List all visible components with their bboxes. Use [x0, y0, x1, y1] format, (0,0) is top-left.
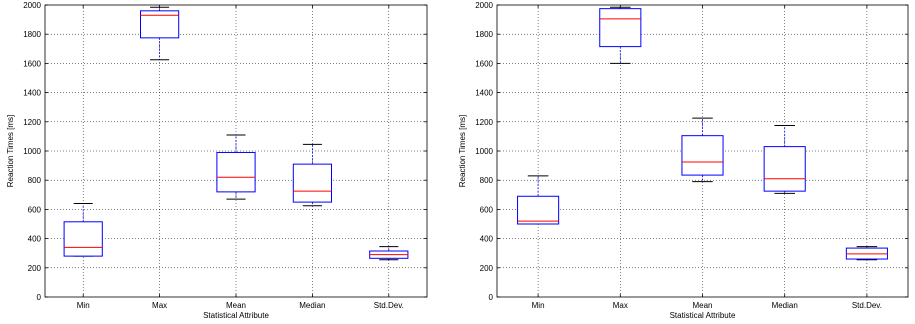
box-min — [63, 203, 103, 257]
box-body — [681, 135, 724, 176]
box-median — [763, 124, 806, 194]
y-tick-label: 400 — [28, 235, 42, 244]
x-tick-label: Max — [152, 301, 167, 310]
y-tick-label: 0 — [489, 293, 494, 302]
y-tick-label: 1000 — [475, 147, 493, 156]
y-tick-label: 1000 — [23, 147, 41, 156]
box-body — [517, 195, 560, 225]
box-stddev — [845, 246, 888, 261]
y-tick-label: 2000 — [475, 1, 493, 10]
y-tick-label: 200 — [480, 264, 494, 273]
x-axis-label: Statistical Attribute — [203, 311, 269, 320]
box-mean — [681, 117, 724, 183]
box-stddev — [369, 246, 409, 261]
y-axis-label: Reaction Times [ms] — [6, 115, 15, 187]
box-body — [599, 8, 642, 48]
y-tick-label: 600 — [480, 205, 494, 214]
box-max — [599, 6, 642, 64]
x-tick-label: Std.Dev. — [374, 301, 404, 310]
box-body — [763, 146, 806, 192]
y-tick-label: 1600 — [475, 59, 493, 68]
chart-panel-1: 0 200 400 600 800 1000 1200 1400 1600 1800 2000 Min… — [6, 1, 428, 320]
box-body — [292, 163, 332, 203]
y-tick-label: 400 — [480, 235, 494, 244]
box-max — [140, 6, 180, 61]
y-tick-label: 1400 — [23, 89, 41, 98]
y-tick-label: 1600 — [23, 59, 41, 68]
x-tick-label: Max — [613, 301, 628, 310]
box-body — [216, 151, 256, 193]
y-tick-label: 1400 — [475, 89, 493, 98]
chart-panel-2: 0 200 400 600 800 1000 1200 1400 1600 1800 2000 Min… — [458, 1, 909, 320]
y-tick-label: 600 — [28, 205, 42, 214]
x-tick-label: Median — [299, 301, 325, 310]
x-tick-label: Mean — [226, 301, 246, 310]
box-median — [292, 143, 332, 207]
box-body — [63, 221, 103, 257]
box-mean — [216, 134, 256, 200]
y-tick-label: 1800 — [475, 30, 493, 39]
x-tick-label: Min — [532, 301, 545, 310]
x-tick-label: Median — [772, 301, 798, 310]
y-tick-label: 800 — [480, 176, 494, 185]
y-tick-label: 800 — [28, 176, 42, 185]
y-tick-label: 1200 — [23, 118, 41, 127]
y-axis-label: Reaction Times [ms] — [458, 115, 467, 187]
y-tick-label: 1800 — [23, 30, 41, 39]
y-tick-label: 2000 — [23, 1, 41, 10]
x-tick-label: Std.Dev. — [852, 301, 882, 310]
y-tick-label: 0 — [37, 293, 42, 302]
y-tick-label: 200 — [28, 264, 42, 273]
y-tick-label: 1200 — [475, 118, 493, 127]
box-min — [517, 175, 560, 225]
x-tick-label: Mean — [692, 301, 712, 310]
x-axis-label: Statistical Attribute — [670, 311, 736, 320]
x-tick-label: Min — [77, 301, 90, 310]
